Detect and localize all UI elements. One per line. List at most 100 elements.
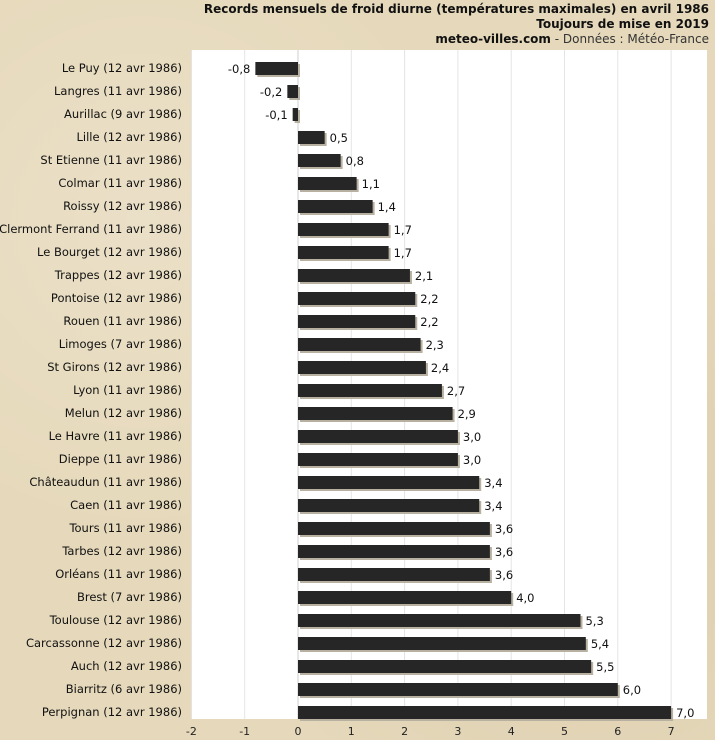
category-label: Limoges (7 avr 1986): [59, 337, 182, 351]
data-label: 3,4: [484, 476, 502, 490]
chart-title: Records mensuels de froid diurne (tempér…: [203, 2, 709, 16]
bar[interactable]: [298, 384, 442, 397]
bar[interactable]: [255, 62, 298, 75]
data-label: 5,4: [591, 637, 609, 651]
bar[interactable]: [298, 545, 490, 558]
category-label: Roissy (12 avr 1986): [63, 199, 182, 213]
category-label: Rouen (11 avr 1986): [63, 314, 182, 328]
value-labels: -0,8-0,2-0,10,50,81,11,41,71,72,12,22,22…: [228, 62, 694, 720]
bar[interactable]: [298, 407, 453, 420]
category-label: Brest (7 avr 1986): [77, 590, 182, 604]
data-label: 1,7: [394, 223, 412, 237]
bar[interactable]: [287, 85, 298, 98]
gridlines: [190, 50, 672, 719]
bar[interactable]: [298, 568, 490, 581]
data-label: 0,8: [346, 154, 364, 168]
category-label: Tarbes (12 avr 1986): [61, 544, 182, 558]
x-tick-label: -2: [186, 725, 197, 738]
data-label: 3,6: [495, 568, 513, 582]
data-label: 3,0: [463, 453, 481, 467]
category-label: Clermont Ferrand (11 avr 1986): [0, 222, 182, 236]
category-label: Trappes (12 avr 1986): [54, 268, 182, 282]
category-label: Langres (11 avr 1986): [54, 84, 182, 98]
bar[interactable]: [298, 614, 581, 627]
bar[interactable]: [298, 430, 458, 443]
x-tick-label: 3: [454, 725, 461, 738]
data-label: 6,0: [623, 683, 641, 697]
x-axis-ticks: -2 -1 0 1 2 3 4 5 6 7: [186, 725, 675, 738]
data-label: 1,7: [394, 246, 412, 260]
x-tick-label: 6: [614, 725, 621, 738]
data-label: 1,1: [362, 177, 380, 191]
data-label: 5,5: [596, 660, 614, 674]
bar[interactable]: [298, 246, 389, 259]
category-label: Melun (12 avr 1986): [65, 406, 182, 420]
bar[interactable]: [298, 453, 458, 466]
bar[interactable]: [298, 476, 480, 489]
bar[interactable]: [298, 177, 357, 190]
category-label: Caen (11 avr 1986): [70, 498, 182, 512]
x-tick-label: -1: [239, 725, 250, 738]
category-label: Orléans (11 avr 1986): [55, 567, 182, 581]
category-label: Le Puy (12 avr 1986): [62, 61, 182, 75]
site-link[interactable]: meteo-villes.com: [435, 32, 551, 46]
x-tick-label: 2: [401, 725, 408, 738]
bar[interactable]: [298, 591, 512, 604]
x-tick-label: 5: [561, 725, 568, 738]
category-label: Lyon (11 avr 1986): [73, 383, 182, 397]
data-label: 2,7: [447, 384, 465, 398]
bar[interactable]: [298, 660, 592, 673]
category-label: St Girons (12 avr 1986): [47, 360, 182, 374]
category-label: Perpignan (12 avr 1986): [42, 705, 182, 719]
category-label: Le Bourget (12 avr 1986): [37, 245, 182, 259]
data-label: 3,6: [495, 545, 513, 559]
category-label: Colmar (11 avr 1986): [58, 176, 182, 190]
bar[interactable]: [298, 522, 490, 535]
bar[interactable]: [298, 338, 421, 351]
data-label: 1,4: [378, 200, 396, 214]
data-label: 2,3: [426, 338, 444, 352]
bar[interactable]: [298, 292, 416, 305]
data-label: 0,5: [330, 131, 348, 145]
bar[interactable]: [298, 315, 416, 328]
bar[interactable]: [298, 499, 480, 512]
bar[interactable]: [298, 706, 672, 719]
x-tick-label: 0: [295, 725, 302, 738]
category-label: Toulouse (12 avr 1986): [49, 613, 182, 627]
data-label: -0,8: [228, 62, 250, 76]
category-label: Tours (11 avr 1986): [68, 521, 182, 535]
data-label: 2,4: [431, 361, 449, 375]
bar[interactable]: [298, 154, 341, 167]
category-label: St Etienne (11 avr 1986): [40, 153, 182, 167]
chart-header: Records mensuels de froid diurne (tempér…: [204, 2, 709, 47]
category-label: Pontoise (12 avr 1986): [51, 291, 182, 305]
data-source: - Données : Météo-France: [550, 32, 709, 46]
bar[interactable]: [298, 200, 373, 213]
category-label: Dieppe (11 avr 1986): [59, 452, 182, 466]
category-label: Le Havre (11 avr 1986): [49, 429, 182, 443]
bar[interactable]: [292, 108, 298, 121]
chart-credit: meteo-villes.com - Données : Météo-Franc…: [204, 32, 709, 47]
category-label: Biarritz (6 avr 1986): [66, 682, 182, 696]
data-label: 2,1: [415, 269, 433, 283]
category-labels: Le Puy (12 avr 1986) Langres (11 avr 1986…: [0, 61, 182, 719]
data-label: 3,0: [463, 430, 481, 444]
data-label: 4,0: [516, 591, 534, 605]
bar[interactable]: [298, 637, 586, 650]
category-label: Aurillac (9 avr 1986): [64, 107, 182, 121]
bar[interactable]: [298, 361, 426, 374]
data-label: 2,2: [420, 292, 438, 306]
category-label: Carcassonne (12 avr 1986): [26, 636, 182, 650]
chart-subtitle: Toujours de mise en 2019: [536, 17, 709, 31]
bar[interactable]: [298, 269, 410, 282]
bar[interactable]: [298, 683, 618, 696]
data-label: 2,2: [420, 315, 438, 329]
category-label: Lille (12 avr 1986): [77, 130, 183, 144]
data-label: 3,4: [484, 499, 502, 513]
bar[interactable]: [298, 131, 325, 144]
bar[interactable]: [298, 223, 389, 236]
data-label: 7,0: [676, 706, 694, 720]
category-label: Châteaudun (11 avr 1986): [29, 475, 182, 489]
